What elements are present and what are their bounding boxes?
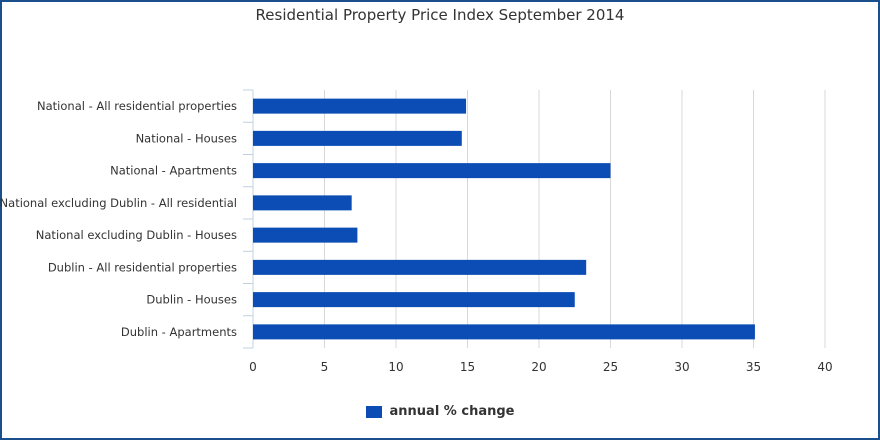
bar <box>253 98 467 114</box>
category-label: Dublin - Houses <box>146 293 237 307</box>
x-tick-label: 20 <box>531 360 546 374</box>
bar <box>253 195 352 211</box>
category-label: Dublin - All residential properties <box>48 260 237 274</box>
category-label: National - All residential properties <box>37 99 237 113</box>
bar <box>253 163 611 179</box>
bar <box>253 130 462 146</box>
category-label: National excluding Dublin - All resident… <box>0 196 237 210</box>
bar <box>253 227 358 243</box>
x-tick-label: 35 <box>746 360 761 374</box>
category-label: National excluding Dublin - Houses <box>36 228 237 242</box>
x-tick-label: 40 <box>817 360 832 374</box>
category-label: National - Apartments <box>110 164 237 178</box>
bar <box>253 259 587 275</box>
legend-swatch <box>365 405 382 418</box>
bar <box>253 292 575 308</box>
x-tick-label: 5 <box>321 360 329 374</box>
x-tick-label: 30 <box>674 360 689 374</box>
category-label: National - Houses <box>136 131 237 145</box>
x-tick-label: 15 <box>460 360 475 374</box>
x-tick-label: 25 <box>603 360 618 374</box>
x-tick-label: 10 <box>388 360 403 374</box>
x-tick-label: 0 <box>249 360 257 374</box>
chart-title: Residential Property Price Index Septemb… <box>255 6 625 24</box>
legend[interactable]: annual % change <box>0 404 880 419</box>
category-label: Dublin - Apartments <box>121 325 237 339</box>
legend-label: annual % change <box>389 404 515 419</box>
bar <box>253 324 755 340</box>
